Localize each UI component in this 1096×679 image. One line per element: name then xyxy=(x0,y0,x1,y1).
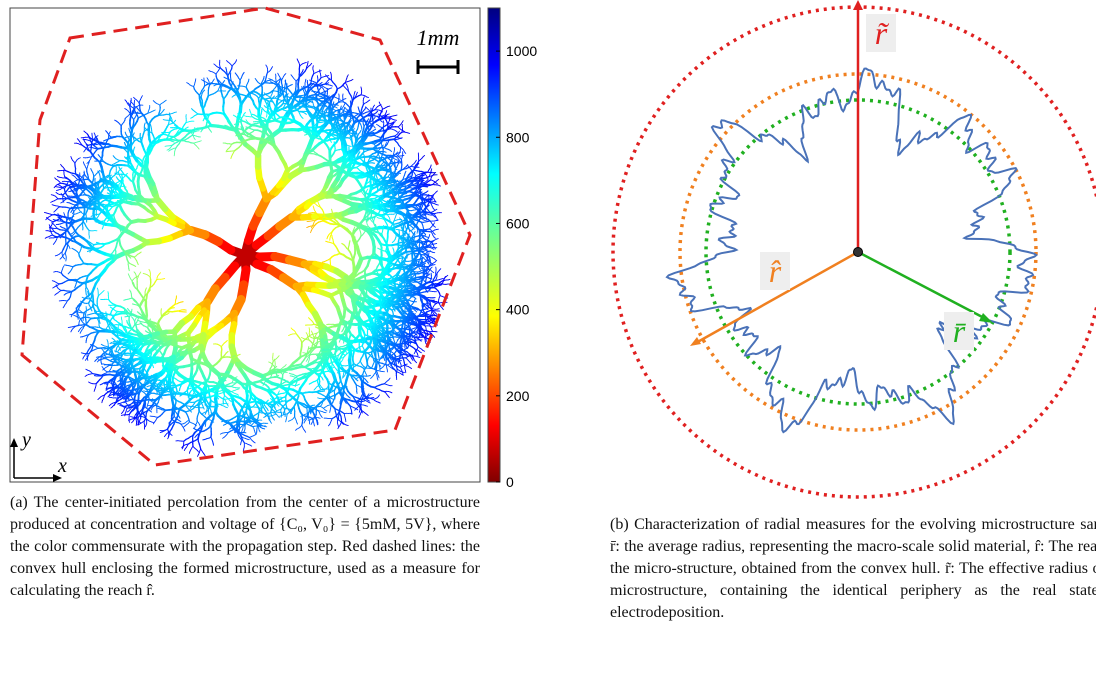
branch xyxy=(234,124,236,125)
branch xyxy=(330,88,332,89)
branch xyxy=(259,117,261,118)
branch xyxy=(91,216,93,217)
branch xyxy=(263,124,264,126)
figure: 1mm y x 02004006008001000 r̃ r̂ r̄ xyxy=(0,0,1096,500)
branch xyxy=(226,68,227,70)
branch xyxy=(125,132,126,134)
branch xyxy=(112,164,114,165)
branch xyxy=(53,219,55,220)
branch xyxy=(84,195,86,196)
branch xyxy=(279,83,280,85)
branch xyxy=(318,107,319,109)
branch xyxy=(166,126,167,128)
branch xyxy=(246,127,248,128)
branch xyxy=(386,111,387,113)
branch xyxy=(114,203,116,204)
branch xyxy=(290,105,292,106)
branch xyxy=(387,114,389,115)
branch xyxy=(231,156,232,158)
branch xyxy=(426,184,428,185)
branch xyxy=(75,286,76,288)
branch xyxy=(172,141,174,142)
branch xyxy=(349,110,350,112)
branch xyxy=(262,99,264,100)
branch xyxy=(64,248,65,250)
branch xyxy=(121,231,122,233)
branch xyxy=(87,251,89,252)
branch xyxy=(344,108,345,110)
branch xyxy=(341,116,343,117)
branch xyxy=(305,99,306,101)
branch xyxy=(236,135,238,136)
branch xyxy=(100,321,101,323)
branch xyxy=(343,110,344,112)
branch xyxy=(373,156,375,157)
branch xyxy=(384,152,386,153)
branch xyxy=(252,114,254,115)
branch xyxy=(344,99,346,100)
branch xyxy=(150,124,151,126)
branch xyxy=(97,183,98,185)
branch xyxy=(199,141,201,142)
branch xyxy=(52,205,54,206)
branch xyxy=(115,256,116,258)
branch xyxy=(311,97,313,98)
branch xyxy=(331,72,332,74)
branch xyxy=(144,123,145,125)
branch xyxy=(114,184,115,186)
branch xyxy=(408,133,410,134)
branch xyxy=(129,128,130,130)
branch xyxy=(349,146,351,147)
branch xyxy=(54,272,56,273)
page: 1mm y x 02004006008001000 r̃ r̂ r̄ (a) T… xyxy=(0,0,1096,679)
branch xyxy=(56,190,58,191)
branch xyxy=(73,207,75,208)
branch xyxy=(83,162,84,164)
branch xyxy=(302,70,303,72)
branch xyxy=(250,109,251,111)
branch xyxy=(89,208,91,209)
branch xyxy=(69,247,70,249)
branch xyxy=(368,125,369,127)
branch xyxy=(52,281,54,282)
branch xyxy=(244,116,246,117)
branch xyxy=(303,86,304,88)
branch xyxy=(124,143,125,145)
branch xyxy=(97,242,99,243)
branch xyxy=(107,193,109,194)
branch xyxy=(395,115,397,116)
branch xyxy=(241,127,242,129)
branch xyxy=(298,106,300,107)
branch xyxy=(85,282,86,284)
branch xyxy=(137,263,138,265)
branch xyxy=(400,138,402,139)
branch xyxy=(341,106,342,108)
branch xyxy=(115,173,117,174)
branch xyxy=(81,246,82,248)
branch xyxy=(367,136,368,138)
branch xyxy=(394,191,396,192)
branch xyxy=(358,107,359,109)
branch xyxy=(377,150,378,152)
branch xyxy=(104,206,106,207)
branch xyxy=(399,152,401,153)
branch xyxy=(251,93,253,94)
branch xyxy=(108,190,110,191)
branch xyxy=(55,255,57,256)
branch xyxy=(304,62,306,63)
branch xyxy=(64,213,65,215)
branch xyxy=(225,125,227,126)
